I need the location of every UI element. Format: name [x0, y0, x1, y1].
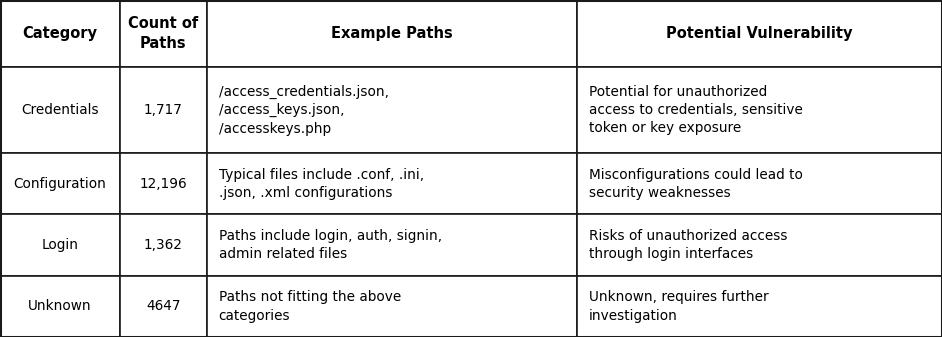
Text: 12,196: 12,196 — [139, 177, 187, 191]
Bar — [207, 214, 577, 276]
Bar — [0, 0, 120, 67]
Text: 1,362: 1,362 — [144, 238, 183, 252]
Bar — [207, 153, 577, 214]
Text: Risks of unauthorized access
through login interfaces: Risks of unauthorized access through log… — [589, 229, 788, 261]
Bar — [207, 67, 577, 153]
Bar — [120, 0, 207, 67]
Text: Unknown, requires further
investigation: Unknown, requires further investigation — [589, 290, 769, 323]
Bar — [207, 276, 577, 337]
Text: Potential for unauthorized
access to credentials, sensitive
token or key exposur: Potential for unauthorized access to cre… — [589, 85, 803, 135]
Bar — [207, 0, 577, 67]
Bar — [0, 67, 120, 153]
Bar — [0, 276, 120, 337]
Text: Unknown: Unknown — [28, 299, 91, 313]
Bar — [577, 67, 942, 153]
Bar — [120, 214, 207, 276]
Bar — [577, 153, 942, 214]
Bar — [120, 276, 207, 337]
Text: Credentials: Credentials — [21, 103, 99, 117]
Text: Paths include login, auth, signin,
admin related files: Paths include login, auth, signin, admin… — [219, 229, 442, 261]
Bar — [577, 214, 942, 276]
Text: 1,717: 1,717 — [144, 103, 183, 117]
Text: 4647: 4647 — [146, 299, 181, 313]
Bar — [0, 214, 120, 276]
Bar — [120, 67, 207, 153]
Text: Example Paths: Example Paths — [332, 26, 453, 41]
Text: Configuration: Configuration — [13, 177, 106, 191]
Bar — [577, 0, 942, 67]
Bar — [120, 153, 207, 214]
Bar — [0, 153, 120, 214]
Text: Login: Login — [41, 238, 78, 252]
Text: Category: Category — [23, 26, 97, 41]
Text: Count of
Paths: Count of Paths — [128, 16, 199, 51]
Bar — [577, 276, 942, 337]
Text: Misconfigurations could lead to
security weaknesses: Misconfigurations could lead to security… — [589, 167, 803, 200]
Text: /access_credentials.json,
/access_keys.json,
/accesskeys.php: /access_credentials.json, /access_keys.j… — [219, 85, 388, 135]
Text: Paths not fitting the above
categories: Paths not fitting the above categories — [219, 290, 400, 323]
Text: Typical files include .conf, .ini,
.json, .xml configurations: Typical files include .conf, .ini, .json… — [219, 167, 424, 200]
Text: Potential Vulnerability: Potential Vulnerability — [667, 26, 853, 41]
